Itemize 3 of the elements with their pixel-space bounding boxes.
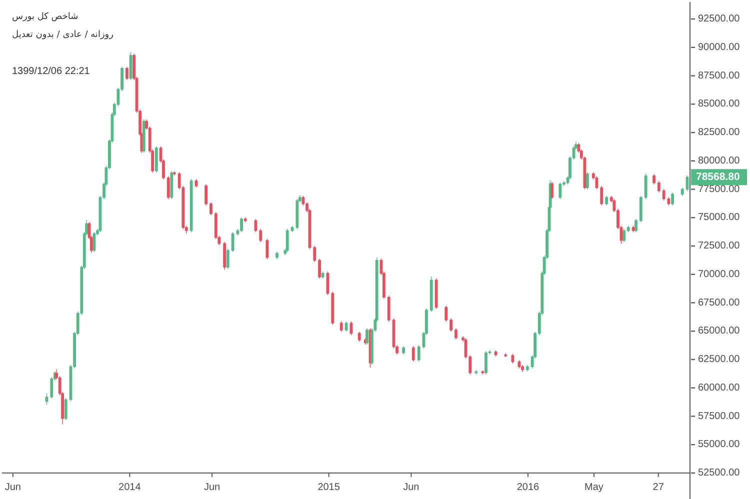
title: شاخص کل بورس <box>12 12 78 22</box>
subtitle: روزانه / عادی / بدون تعدیل <box>12 30 114 40</box>
annotation: 1399/12/06 22:21 <box>12 66 90 77</box>
